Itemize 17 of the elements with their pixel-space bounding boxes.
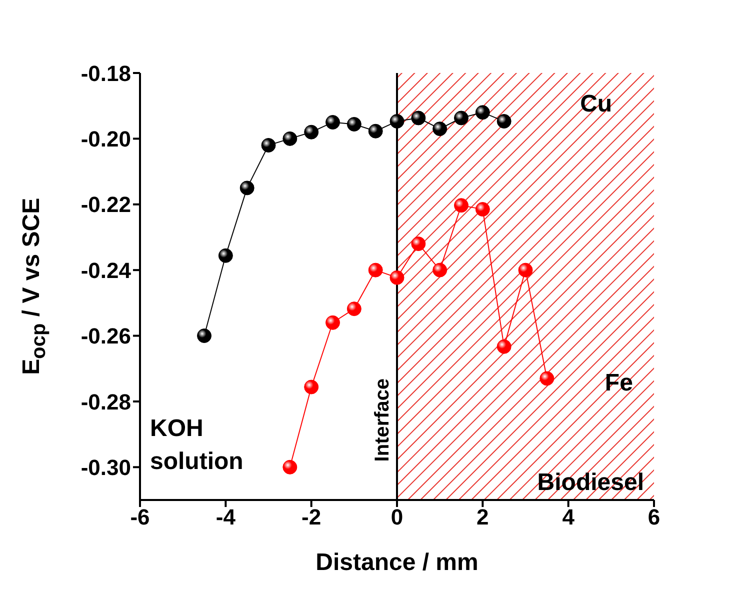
ref-line-label: Interface (371, 378, 394, 462)
x-axis-title: Distance / mm (316, 549, 478, 576)
annotation: KOH solution (150, 414, 244, 477)
x-tick-label: 6 (648, 504, 660, 530)
x-tick-label: -2 (302, 504, 322, 530)
y-tick-label: -0.26 (80, 324, 131, 349)
x-tick-label: 0 (390, 504, 404, 530)
x-tick-label: 2 (476, 504, 489, 530)
y-tick-label: -0.18 (80, 60, 131, 86)
y-tick-label: -0.24 (80, 258, 132, 283)
y-tick-label: -0.30 (80, 454, 131, 480)
x-tick-label: -6 (130, 504, 150, 530)
x-tick-label: 4 (562, 504, 576, 530)
y-tick-label: -0.22 (80, 192, 131, 218)
y-tick-label: -0.20 (80, 126, 131, 152)
x-tick-label: -4 (216, 504, 236, 530)
y-tick-label: -0.28 (80, 389, 131, 414)
